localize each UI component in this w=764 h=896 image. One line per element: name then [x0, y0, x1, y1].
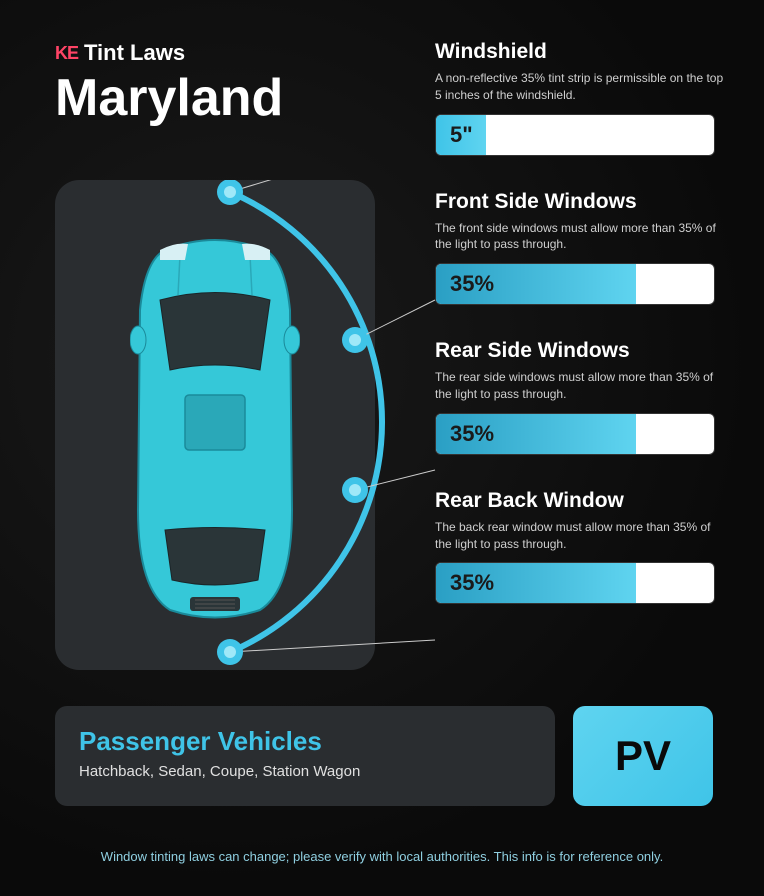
brand-icon: KE	[55, 43, 78, 64]
state-title: Maryland	[55, 68, 283, 128]
section-desc: The front side windows must allow more t…	[435, 220, 725, 254]
section-desc: The rear side windows must allow more th…	[435, 369, 725, 403]
section-1: Front Side Windows The front side window…	[435, 190, 725, 306]
brand-name: Tint Laws	[84, 40, 185, 66]
car-illustration	[130, 230, 300, 620]
footer-row: Passenger Vehicles Hatchback, Sedan, Cou…	[55, 706, 713, 806]
tint-bar: 5"	[435, 114, 715, 156]
header: KE Tint Laws Maryland	[55, 40, 283, 128]
tint-bar: 35%	[435, 413, 715, 455]
tint-bar-label: 35%	[450, 271, 494, 297]
section-desc: A non-reflective 35% tint strip is permi…	[435, 70, 725, 104]
tint-bar: 35%	[435, 263, 715, 305]
tint-bar-label: 35%	[450, 421, 494, 447]
car-panel	[55, 180, 375, 670]
brand: KE Tint Laws	[55, 40, 283, 66]
tint-bar-label: 5"	[450, 122, 473, 148]
section-desc: The back rear window must allow more tha…	[435, 519, 725, 553]
section-2: Rear Side Windows The rear side windows …	[435, 339, 725, 455]
vehicle-sub: Hatchback, Sedan, Coupe, Station Wagon	[79, 763, 531, 780]
tint-bar: 35%	[435, 562, 715, 604]
section-title: Front Side Windows	[435, 190, 725, 214]
vehicle-title: Passenger Vehicles	[79, 726, 531, 757]
pv-badge: PV	[573, 706, 713, 806]
section-title: Rear Back Window	[435, 489, 725, 513]
section-title: Rear Side Windows	[435, 339, 725, 363]
sections: Windshield A non-reflective 35% tint str…	[435, 40, 725, 638]
section-title: Windshield	[435, 40, 725, 64]
disclaimer: Window tinting laws can change; please v…	[0, 849, 764, 864]
section-0: Windshield A non-reflective 35% tint str…	[435, 40, 725, 156]
section-3: Rear Back Window The back rear window mu…	[435, 489, 725, 605]
tint-bar-label: 35%	[450, 570, 494, 596]
vehicle-box: Passenger Vehicles Hatchback, Sedan, Cou…	[55, 706, 555, 806]
